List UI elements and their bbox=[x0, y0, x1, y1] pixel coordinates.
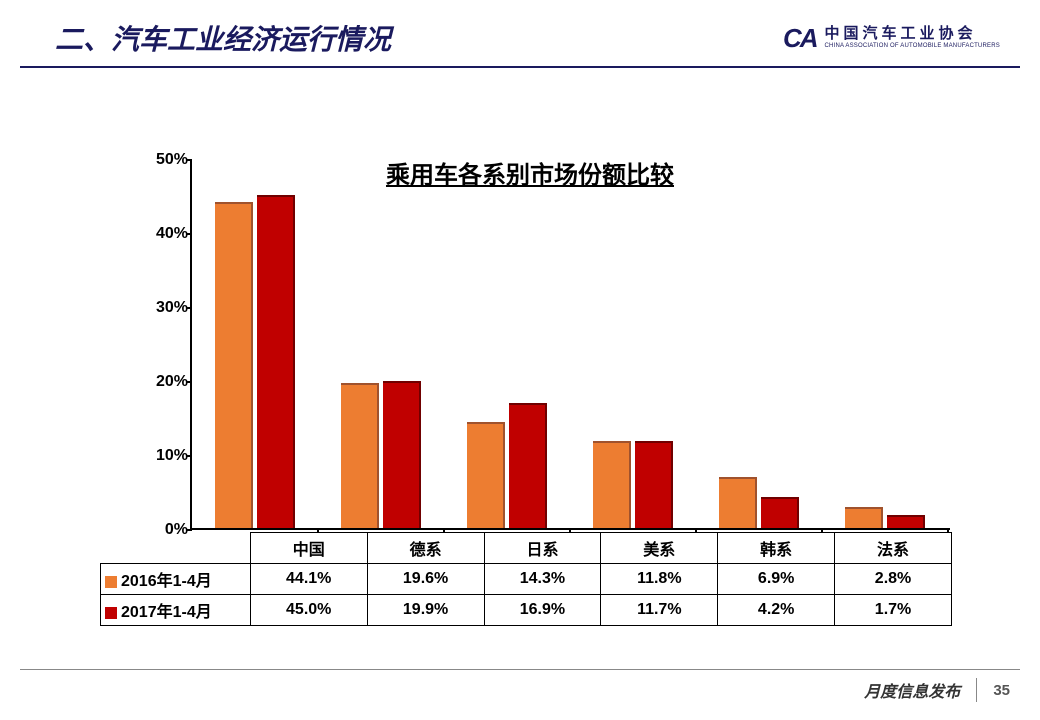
page-number: 35 bbox=[977, 682, 1010, 699]
table-category-header: 中国 bbox=[250, 533, 367, 564]
table-data-cell: 14.3% bbox=[484, 564, 601, 595]
legend-label: 2016年1-4月 bbox=[121, 573, 212, 590]
table-category-header: 美系 bbox=[601, 533, 718, 564]
y-axis-tick-label: 20% bbox=[128, 373, 188, 391]
bar bbox=[509, 403, 547, 528]
table-category-header: 日系 bbox=[484, 533, 601, 564]
chart-plot-area bbox=[190, 160, 950, 530]
table-data-cell: 4.2% bbox=[718, 595, 835, 626]
legend-swatch bbox=[105, 607, 117, 619]
header-divider bbox=[20, 66, 1020, 68]
bar bbox=[635, 441, 673, 528]
bar bbox=[341, 383, 379, 528]
chart-container: 乘用车各系别市场份额比较 中国德系日系美系韩系法系2016年1-4月44.1%1… bbox=[100, 150, 960, 620]
header-bar: 二、汽车工业经济运行情况 CA 中国汽车工业协会 CHINA ASSOCIATI… bbox=[0, 0, 1040, 66]
footer-text: 月度信息发布 bbox=[864, 678, 977, 702]
logo-text: 中国汽车工业协会 CHINA ASSOCIATION OF AUTOMOBILE… bbox=[825, 26, 1000, 49]
y-axis-tick-label: 50% bbox=[128, 151, 188, 169]
logo: CA 中国汽车工业协会 CHINA ASSOCIATION OF AUTOMOB… bbox=[783, 23, 1000, 54]
table-data-cell: 45.0% bbox=[250, 595, 367, 626]
table-data-cell: 1.7% bbox=[835, 595, 952, 626]
legend-swatch bbox=[105, 576, 117, 588]
table-data-cell: 19.6% bbox=[367, 564, 484, 595]
bar bbox=[467, 422, 505, 528]
table-category-header: 韩系 bbox=[718, 533, 835, 564]
table-category-header: 德系 bbox=[367, 533, 484, 564]
logo-cn: 中国汽车工业协会 bbox=[825, 26, 1000, 43]
data-table: 中国德系日系美系韩系法系 2016年1-4月 44.1%19.6%14.3%11.8… bbox=[100, 532, 952, 626]
table-data-cell: 16.9% bbox=[484, 595, 601, 626]
table-data-cell: 6.9% bbox=[718, 564, 835, 595]
y-axis-tick-label: 30% bbox=[128, 299, 188, 317]
table-data-cell: 11.7% bbox=[601, 595, 718, 626]
table-data-cell: 44.1% bbox=[250, 564, 367, 595]
logo-en: CHINA ASSOCIATION OF AUTOMOBILE MANUFACT… bbox=[825, 43, 1000, 50]
y-axis-tick-label: 40% bbox=[128, 225, 188, 243]
bar bbox=[593, 441, 631, 528]
y-axis-tick-label: 0% bbox=[128, 521, 188, 539]
bar bbox=[887, 515, 925, 528]
legend-label: 2017年1-4月 bbox=[121, 604, 212, 621]
table-legend-cell: 2017年1-4月 bbox=[101, 595, 251, 626]
bar bbox=[383, 381, 421, 528]
footer: 月度信息发布 35 bbox=[864, 678, 1040, 702]
bar bbox=[761, 497, 799, 528]
table-data-cell: 11.8% bbox=[601, 564, 718, 595]
table-data-cell: 2.8% bbox=[835, 564, 952, 595]
page-title: 二、汽车工业经济运行情况 bbox=[55, 18, 391, 58]
table-legend-cell: 2016年1-4月 bbox=[101, 564, 251, 595]
bar bbox=[215, 202, 253, 528]
logo-mark: CA bbox=[783, 23, 817, 54]
bar bbox=[257, 195, 295, 528]
bar bbox=[845, 507, 883, 528]
y-axis-tick-label: 10% bbox=[128, 447, 188, 465]
footer-divider bbox=[20, 669, 1020, 670]
bar bbox=[719, 477, 757, 528]
table-data-cell: 19.9% bbox=[367, 595, 484, 626]
table-category-header: 法系 bbox=[835, 533, 952, 564]
